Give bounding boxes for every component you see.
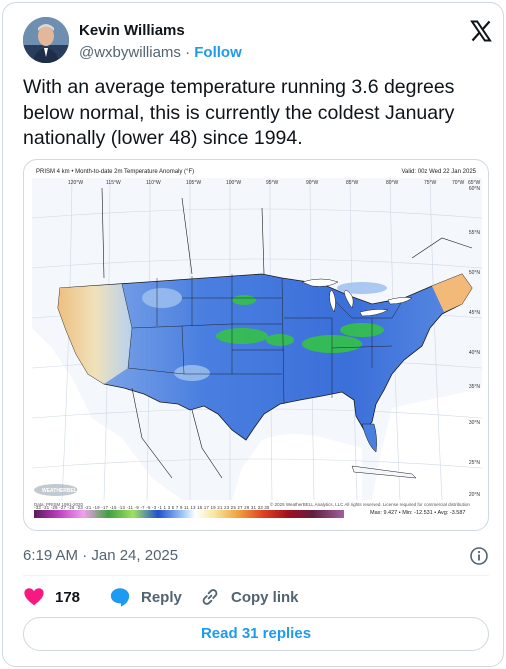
lat-label: 40°N [469,350,481,356]
info-icon[interactable] [469,546,489,566]
reply-button[interactable]: Reply [109,585,182,609]
copy-link-label: Copy link [231,588,299,606]
lon-label: 70°W [452,180,465,186]
lat-label: 45°N [469,310,481,316]
map-credit-source: Data: PRISM 1991-2020 [34,502,84,507]
lon-label: 110°W [146,180,161,186]
lat-label: 20°N [469,492,481,498]
colorbar-labels: -33 -31 -29 -27 -25 -23 -21 -19 -17 -15 … [34,505,270,510]
author-handle-line: @wxbywilliams · Follow [79,44,242,61]
lon-label: 120°W [68,180,83,186]
lon-label: 100°W [226,180,241,186]
tweet-timestamp[interactable]: 6:19 AM · Jan 24, 2025 [23,547,179,564]
tweet-media[interactable]: PRISM 4 km • Month-to-date 2m Temperatur… [23,159,489,531]
lat-label: 55°N [469,230,481,236]
map-stats: Max: 9.427 • Min: -12.531 • Avg: -3.587 [370,510,466,516]
lat-label: 25°N [469,460,481,466]
map-valid-time: Valid: 00z Wed 22 Jan 2025 [401,169,477,175]
map-image: 120°W 115°W 110°W 105°W 100°W 95°W 90°W … [32,178,482,500]
lon-label: 95°W [266,180,279,186]
map-credit-copyright: © 2025 WeatherBELL Analytics, LLC All ri… [270,502,470,507]
map-header: PRISM 4 km • Month-to-date 2m Temperatur… [32,166,482,178]
x-logo-icon[interactable] [469,19,493,43]
lat-label: 60°N [469,186,481,192]
logo-text: WEATHERBELL [42,488,80,494]
map-title: PRISM 4 km • Month-to-date 2m Temperatur… [36,169,195,175]
lat-label: 35°N [469,384,481,390]
lon-label: 75°W [424,180,437,186]
divider [23,575,489,576]
follow-button[interactable]: Follow [194,44,242,61]
reply-label: Reply [141,588,182,606]
colorbar [34,510,344,518]
lon-label: 90°W [306,180,319,186]
lon-label: 105°W [186,180,201,186]
copy-link-button[interactable]: Copy link [199,585,299,609]
author-handle[interactable]: @wxbywilliams [79,44,181,61]
tweet-actions: 178 Reply Copy link [23,585,489,609]
temperature-anomaly-map: PRISM 4 km • Month-to-date 2m Temperatur… [30,164,484,528]
lon-label: 80°W [386,180,399,186]
link-icon [202,589,218,605]
lon-label: 65°W [468,180,481,186]
reply-bubble-icon [110,588,130,607]
like-button[interactable]: 178 [23,585,80,609]
lat-label: 50°N [469,270,481,276]
read-replies-button[interactable]: Read 31 replies [23,617,489,651]
heart-icon [24,588,44,606]
avatar[interactable] [23,17,69,63]
lon-label: 85°W [346,180,359,186]
like-count: 178 [55,588,81,606]
tweet-text: With an average temperature running 3.6 … [23,76,455,149]
weatherbell-logo: WEATHERBELL [34,484,80,496]
lon-label: 115°W [106,180,121,186]
author-name[interactable]: Kevin Williams [79,22,185,39]
handle-separator: · [180,44,195,61]
tweet-header: Kevin Williams @wxbywilliams · Follow [23,17,493,65]
lat-label: 30°N [469,420,481,426]
